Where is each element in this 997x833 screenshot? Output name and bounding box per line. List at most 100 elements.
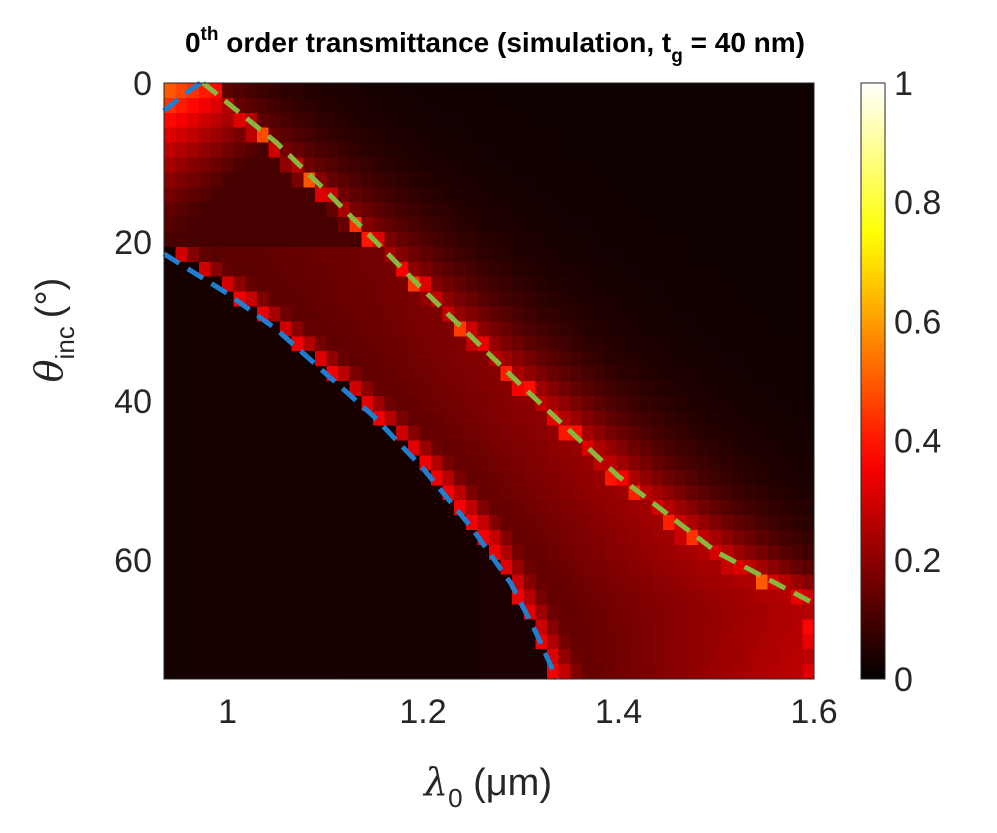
heatmap-cell (512, 97, 525, 114)
heatmap-cell (616, 246, 629, 263)
heatmap-cell (233, 232, 246, 248)
heatmap-cell (477, 127, 490, 144)
heatmap-cell (593, 574, 606, 591)
heatmap-cell (697, 559, 711, 576)
heatmap-cell (558, 366, 571, 382)
heatmap-cell (639, 172, 653, 188)
heatmap-cell (349, 574, 362, 591)
heatmap-cell (454, 485, 467, 501)
heatmap-cell (175, 589, 188, 606)
heatmap-cell (686, 291, 699, 308)
heatmap-cell (361, 649, 374, 665)
heatmap-cell (233, 381, 246, 397)
heatmap-cell (523, 544, 537, 561)
heatmap-cell (744, 291, 757, 308)
heatmap-cell (744, 500, 757, 516)
heatmap-cell (721, 470, 734, 486)
heatmap-cell (523, 187, 537, 203)
heatmap-cell (500, 649, 513, 665)
heatmap-cell (767, 202, 780, 218)
heatmap-cell (442, 172, 455, 188)
colorbar-ticks: 00.20.40.60.81 (894, 65, 941, 699)
heatmap-cell (639, 470, 653, 486)
heatmap-cell (674, 440, 687, 457)
heatmap-cell (361, 530, 374, 546)
heatmap-cell (164, 291, 177, 308)
heatmap-cell (407, 649, 420, 665)
heatmap-cell (721, 246, 734, 263)
heatmap-cell (442, 440, 455, 457)
heatmap-cell (709, 187, 722, 203)
heatmap-cell (489, 470, 502, 486)
heatmap-cell (500, 127, 513, 144)
heatmap-cell (303, 202, 316, 218)
heatmap-cell (326, 664, 339, 680)
heatmap-cell (512, 187, 525, 203)
heatmap-cell (361, 306, 374, 322)
heatmap-cell (442, 336, 455, 352)
heatmap-cell (755, 276, 769, 293)
heatmap-cell (547, 381, 560, 397)
heatmap-cell (303, 112, 316, 129)
heatmap-cell (396, 246, 409, 263)
heatmap-cell (419, 276, 432, 293)
heatmap-cell (512, 351, 525, 367)
heatmap-cell (465, 83, 478, 99)
heatmap-cell (396, 500, 409, 516)
heatmap-cell (651, 232, 664, 248)
heatmap-cell (198, 664, 212, 680)
heatmap-cell (558, 187, 571, 203)
heatmap-cell (419, 336, 432, 352)
heatmap-cell (593, 83, 606, 99)
heatmap-cell (442, 604, 455, 620)
heatmap-cell (361, 351, 374, 367)
heatmap-cell (361, 664, 374, 680)
heatmap-cell (419, 246, 432, 263)
heatmap-cell (558, 336, 571, 352)
heatmap-cell (268, 425, 281, 442)
heatmap-cell (779, 425, 792, 442)
heatmap-cell (280, 112, 293, 129)
heatmap-cell (430, 395, 444, 412)
heatmap-cell (245, 395, 258, 412)
heatmap-cell (198, 366, 212, 382)
heatmap-cell (442, 276, 455, 293)
heatmap-cell (663, 83, 676, 99)
heatmap-cell (245, 232, 258, 248)
heatmap-cell (268, 246, 281, 263)
blue-dashed-line (162, 251, 560, 681)
heatmap-cell (314, 112, 328, 129)
heatmap-cell (767, 217, 780, 233)
heatmap-cell (628, 559, 641, 576)
heatmap-cell (349, 142, 362, 159)
heatmap-cell (779, 112, 792, 129)
heatmap-cell (628, 202, 641, 218)
heatmap-cell (547, 485, 560, 501)
heatmap-cell (628, 306, 641, 322)
heatmap-cell (303, 97, 316, 114)
heatmap-cell (674, 112, 687, 129)
heatmap-cell (396, 455, 409, 471)
heatmap-cell (721, 127, 734, 144)
heatmap-cell (755, 142, 769, 159)
heatmap-cell (477, 395, 490, 412)
heatmap-cell (628, 649, 641, 665)
heatmap-cell (721, 604, 734, 620)
heatmap-cell (210, 574, 223, 591)
heatmap-cell (593, 440, 606, 457)
heatmap-cell (616, 395, 629, 412)
heatmap-cell (535, 604, 548, 620)
heatmap-cell (396, 649, 409, 665)
heatmap-cell (419, 127, 432, 144)
heatmap-cell (605, 544, 618, 561)
heatmap-cell (314, 97, 328, 114)
heatmap-cell (651, 306, 664, 322)
heatmap-cell (268, 336, 281, 352)
heatmap-cell (326, 425, 339, 442)
heatmap-cell (697, 604, 711, 620)
heatmap-cell (651, 604, 664, 620)
heatmap-cell (303, 395, 316, 412)
heatmap-cell (419, 410, 432, 427)
heatmap-cell (593, 202, 606, 218)
heatmap-cell (547, 425, 560, 442)
